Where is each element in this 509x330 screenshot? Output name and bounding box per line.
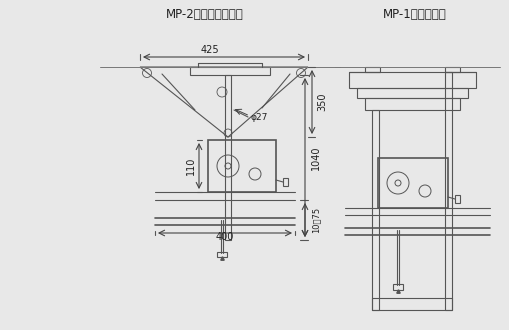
Text: 1040: 1040 bbox=[310, 146, 320, 170]
Bar bbox=[364, 67, 379, 72]
Bar bbox=[377, 158, 447, 208]
Text: MP-2（スタンド式）: MP-2（スタンド式） bbox=[166, 9, 243, 21]
Bar bbox=[282, 178, 288, 186]
Bar bbox=[444, 67, 459, 72]
Text: 110: 110 bbox=[186, 157, 195, 175]
Bar bbox=[454, 195, 459, 203]
Bar bbox=[392, 284, 402, 290]
Bar bbox=[348, 72, 475, 88]
Text: φ27: φ27 bbox=[250, 113, 268, 121]
Bar bbox=[364, 98, 459, 110]
Bar bbox=[216, 252, 227, 257]
Bar bbox=[190, 67, 269, 75]
Bar bbox=[371, 110, 378, 310]
Text: 400: 400 bbox=[215, 232, 234, 242]
Bar bbox=[208, 140, 275, 192]
Bar bbox=[224, 75, 231, 240]
Text: 10～75: 10～75 bbox=[311, 207, 320, 233]
Text: 425: 425 bbox=[201, 45, 219, 55]
Bar bbox=[356, 88, 467, 98]
Bar bbox=[444, 72, 451, 310]
Text: MP-1（組込式）: MP-1（組込式） bbox=[382, 9, 446, 21]
Bar bbox=[371, 298, 451, 310]
Text: 350: 350 bbox=[317, 93, 326, 111]
